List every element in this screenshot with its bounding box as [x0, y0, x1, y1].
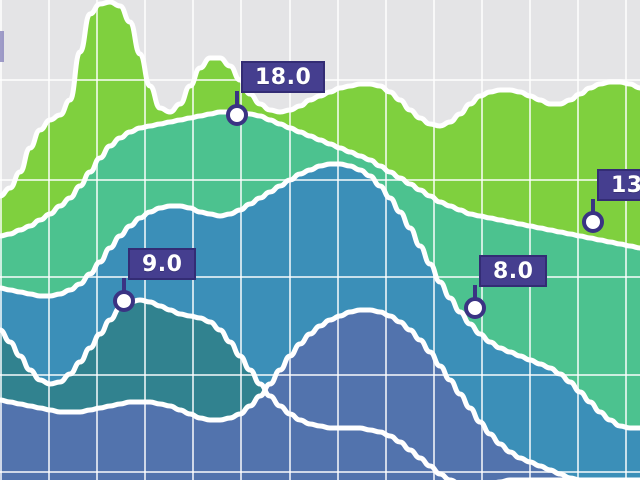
- marker-value-badge[interactable]: 18.0: [241, 61, 326, 93]
- band-boundary-band-green: [0, 0, 640, 199]
- area-band-band-slate: [0, 310, 640, 480]
- marker-dot[interactable]: [582, 211, 604, 233]
- marker-value-badge[interactable]: 9.0: [128, 248, 197, 280]
- marker-dot[interactable]: [226, 104, 248, 126]
- marker-dot[interactable]: [113, 290, 135, 312]
- marker-dot[interactable]: [464, 297, 486, 319]
- area-band-band-teal: [0, 112, 640, 428]
- area-band-band-blue: [0, 164, 640, 480]
- band-boundary-band-teal: [0, 109, 640, 251]
- marker-value-badge[interactable]: 13.0: [597, 169, 640, 201]
- band-boundary-band-slate: [0, 307, 640, 480]
- band-boundary-band-blue: [0, 161, 640, 431]
- area-band-band-green: [0, 2, 640, 248]
- marker-value-badge[interactable]: 8.0: [479, 255, 548, 287]
- band-boundary-band-dark-teal: [0, 297, 640, 480]
